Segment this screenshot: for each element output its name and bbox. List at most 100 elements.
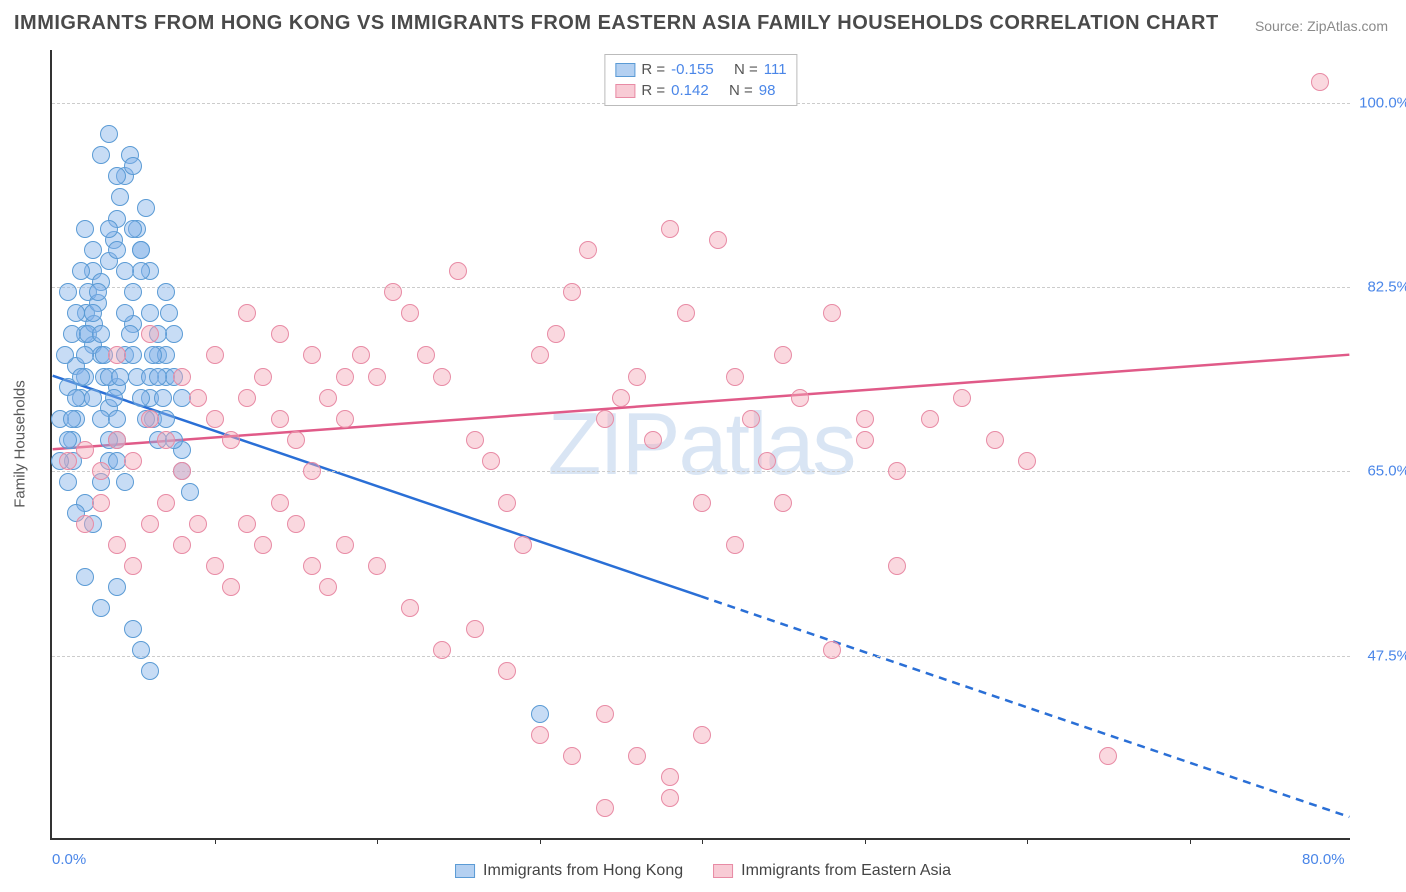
data-point [336, 410, 354, 428]
data-point [352, 346, 370, 364]
gridline [52, 471, 1350, 472]
data-point [189, 389, 207, 407]
data-point [124, 346, 142, 364]
bottom-legend: Immigrants from Hong Kong Immigrants fro… [455, 862, 951, 880]
legend-swatch [455, 864, 475, 878]
data-point [726, 536, 744, 554]
n-value: 111 [764, 61, 787, 78]
data-point [108, 410, 126, 428]
data-point [132, 641, 150, 659]
data-point [76, 441, 94, 459]
x-tick [702, 838, 703, 844]
data-point [856, 410, 874, 428]
data-point [76, 568, 94, 586]
data-point [661, 789, 679, 807]
watermark: ZIPatlas [548, 393, 855, 495]
y-tick-label: 65.0% [1367, 463, 1406, 480]
data-point [141, 515, 159, 533]
data-point [303, 557, 321, 575]
data-point [72, 262, 90, 280]
gridline [52, 287, 1350, 288]
data-point [238, 389, 256, 407]
data-point [132, 241, 150, 259]
data-point [612, 389, 630, 407]
r-label: R = [641, 82, 665, 99]
data-point [76, 515, 94, 533]
data-point [303, 462, 321, 480]
data-point [116, 262, 134, 280]
legend-swatch [713, 864, 733, 878]
data-point [100, 220, 118, 238]
legend-swatch [615, 84, 635, 98]
data-point [141, 304, 159, 322]
data-point [547, 325, 565, 343]
data-point [303, 346, 321, 364]
stats-row: R = -0.155 N = 111 [615, 59, 786, 80]
r-value: -0.155 [671, 61, 714, 78]
data-point [59, 431, 77, 449]
data-point [157, 431, 175, 449]
x-tick [1027, 838, 1028, 844]
data-point [116, 304, 134, 322]
data-point [368, 557, 386, 575]
data-point [132, 262, 150, 280]
data-point [108, 431, 126, 449]
data-point [888, 557, 906, 575]
data-point [449, 262, 467, 280]
data-point [661, 768, 679, 786]
data-point [108, 536, 126, 554]
data-point [92, 325, 110, 343]
source-attribution: Source: ZipAtlas.com [1255, 18, 1388, 34]
data-point [173, 462, 191, 480]
data-point [336, 536, 354, 554]
data-point [563, 747, 581, 765]
data-point [531, 346, 549, 364]
data-point [238, 515, 256, 533]
data-point [84, 389, 102, 407]
data-point [319, 578, 337, 596]
data-point [531, 705, 549, 723]
data-point [59, 452, 77, 470]
data-point [888, 462, 906, 480]
data-point [124, 220, 142, 238]
data-point [693, 494, 711, 512]
data-point [59, 283, 77, 301]
data-point [401, 599, 419, 617]
data-point [157, 494, 175, 512]
data-point [76, 220, 94, 238]
data-point [774, 494, 792, 512]
data-point [1311, 73, 1329, 91]
data-point [59, 473, 77, 491]
legend-item: Immigrants from Hong Kong [455, 862, 683, 880]
chart-title: IMMIGRANTS FROM HONG KONG VS IMMIGRANTS … [14, 12, 1219, 35]
data-point [92, 494, 110, 512]
data-point [531, 726, 549, 744]
data-point [466, 620, 484, 638]
data-point [141, 662, 159, 680]
data-point [92, 462, 110, 480]
data-point [433, 641, 451, 659]
x-tick-label: 80.0% [1302, 851, 1345, 868]
data-point [563, 283, 581, 301]
data-point [287, 431, 305, 449]
data-point [368, 368, 386, 386]
data-point [628, 747, 646, 765]
r-label: R = [641, 61, 665, 78]
data-point [116, 473, 134, 491]
data-point [144, 346, 162, 364]
n-value: 98 [759, 82, 776, 99]
data-point [84, 241, 102, 259]
x-tick [1190, 838, 1191, 844]
data-point [100, 125, 118, 143]
data-point [132, 389, 150, 407]
data-point [319, 389, 337, 407]
data-point [271, 325, 289, 343]
data-point [758, 452, 776, 470]
y-tick-label: 100.0% [1359, 94, 1406, 111]
y-tick-label: 82.5% [1367, 279, 1406, 296]
data-point [254, 536, 272, 554]
data-point [856, 431, 874, 449]
data-point [141, 325, 159, 343]
data-point [105, 389, 123, 407]
data-point [271, 494, 289, 512]
